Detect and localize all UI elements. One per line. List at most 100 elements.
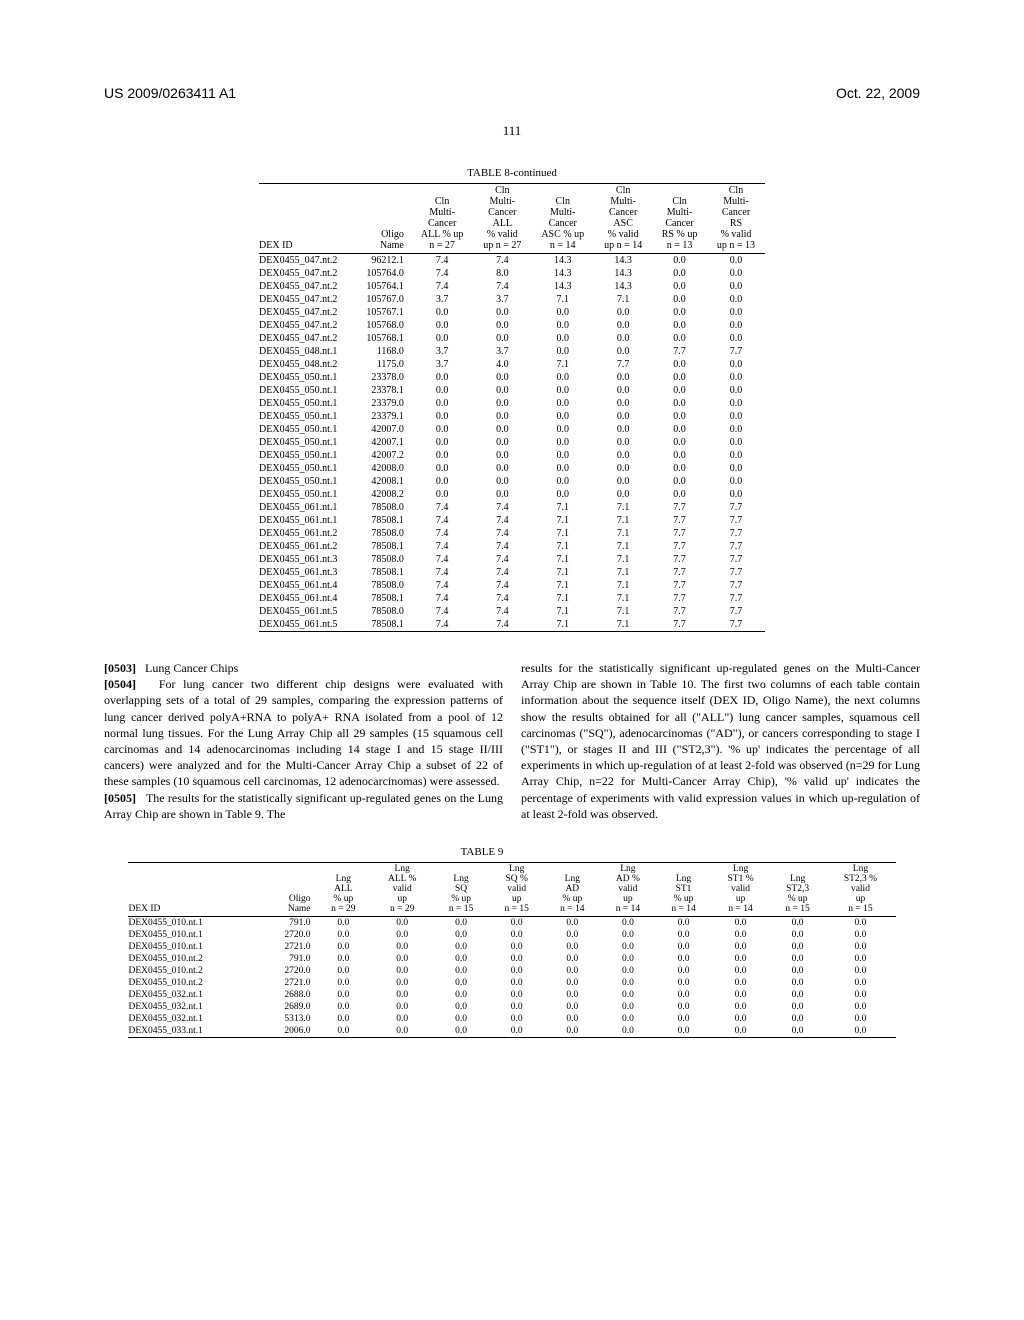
cell: 2006.0	[257, 1025, 315, 1038]
page-container: US 2009/0263411 A1 Oct. 22, 2009 111 TAB…	[0, 0, 1024, 1088]
cell: 7.1	[594, 566, 652, 579]
table-row: DEX0455_050.nt.123379.00.00.00.00.00.00.…	[259, 397, 765, 410]
table8-title: TABLE 8-continued	[104, 167, 920, 179]
cell: 0.0	[371, 1013, 433, 1025]
cell: 0.0	[707, 462, 765, 475]
cell: 0.0	[411, 462, 474, 475]
cell: DEX0455_050.nt.1	[259, 371, 354, 384]
cell: DEX0455_061.nt.5	[259, 605, 354, 618]
cell: 0.0	[594, 410, 652, 423]
cell: DEX0455_061.nt.1	[259, 501, 354, 514]
table-row: DEX0455_050.nt.123379.10.00.00.00.00.00.…	[259, 410, 765, 423]
cell: 96212.1	[354, 254, 411, 268]
cell: 42008.1	[354, 475, 411, 488]
cell: 0.0	[371, 965, 433, 977]
cell: 0.0	[473, 423, 531, 436]
cell: 0.0	[770, 953, 826, 965]
cell: 7.1	[531, 618, 594, 632]
cell: 0.0	[433, 965, 489, 977]
cell: 0.0	[600, 1013, 656, 1025]
col-header: ClnMulti-CancerRS% validup n = 13	[707, 184, 765, 254]
col-header: ClnMulti-CancerASC% validup n = 14	[594, 184, 652, 254]
cell: 0.0	[707, 423, 765, 436]
cell: 0.0	[489, 916, 545, 929]
cell: 78508.1	[354, 514, 411, 527]
cell: 0.0	[707, 332, 765, 345]
cell: 7.7	[652, 527, 707, 540]
cell: 0.0	[473, 384, 531, 397]
cell: 0.0	[371, 1001, 433, 1013]
cell: 0.0	[545, 941, 601, 953]
cell: 105764.0	[354, 267, 411, 280]
cell: DEX0455_010.nt.2	[128, 977, 257, 989]
cell: 7.4	[473, 514, 531, 527]
table-row: DEX0455_061.nt.278508.07.47.47.17.17.77.…	[259, 527, 765, 540]
table8: DEX IDOligoNameClnMulti-CancerALL % upn …	[259, 183, 765, 632]
cell: 0.0	[770, 1001, 826, 1013]
cell: 7.4	[473, 527, 531, 540]
cell: 0.0	[489, 1025, 545, 1038]
cell: 0.0	[825, 989, 895, 1001]
cell: 78508.0	[354, 579, 411, 592]
cell: 0.0	[656, 916, 712, 929]
cell: 0.0	[489, 1001, 545, 1013]
cell: 23379.0	[354, 397, 411, 410]
table-row: DEX0455_047.nt.2105767.03.73.77.17.10.00…	[259, 293, 765, 306]
cell: 0.0	[594, 436, 652, 449]
cell: 0.0	[433, 953, 489, 965]
cell: 7.1	[531, 527, 594, 540]
cell: 0.0	[594, 397, 652, 410]
cell: 0.0	[600, 965, 656, 977]
cell: 23378.1	[354, 384, 411, 397]
cell: DEX0455_010.nt.1	[128, 929, 257, 941]
cell: 7.7	[652, 540, 707, 553]
cell: 0.0	[411, 410, 474, 423]
cell: DEX0455_061.nt.5	[259, 618, 354, 632]
cell: 0.0	[825, 977, 895, 989]
cell: DEX0455_047.nt.2	[259, 306, 354, 319]
cell: 0.0	[656, 929, 712, 941]
cell: 2688.0	[257, 989, 315, 1001]
cell: DEX0455_048.nt.1	[259, 345, 354, 358]
cell: 7.4	[411, 579, 474, 592]
cell: 2689.0	[257, 1001, 315, 1013]
col-header: ClnMulti-CancerALL% validup n = 27	[473, 184, 531, 254]
cell: 0.0	[707, 280, 765, 293]
cell: 42007.0	[354, 423, 411, 436]
cell: 7.7	[707, 592, 765, 605]
table-row: DEX0455_047.nt.2105764.07.48.014.314.30.…	[259, 267, 765, 280]
cell: 7.1	[594, 618, 652, 632]
cell: 0.0	[707, 254, 765, 268]
table-row: DEX0455_061.nt.178508.17.47.47.17.17.77.…	[259, 514, 765, 527]
cell: 0.0	[825, 1013, 895, 1025]
table-row: DEX0455_047.nt.296212.17.47.414.314.30.0…	[259, 254, 765, 268]
cell: 0.0	[473, 462, 531, 475]
cell: 0.0	[545, 1025, 601, 1038]
cell: 0.0	[652, 306, 707, 319]
cell: 0.0	[652, 488, 707, 501]
col-header: LngST2,3 %validupn = 15	[825, 862, 895, 916]
cell: 0.0	[316, 1001, 372, 1013]
cell: 0.0	[531, 371, 594, 384]
table-row: DEX0455_061.nt.478508.07.47.47.17.17.77.…	[259, 579, 765, 592]
cell: 0.0	[371, 1025, 433, 1038]
cell: 2721.0	[257, 941, 315, 953]
cell: 7.4	[411, 540, 474, 553]
col-header: OligoName	[354, 184, 411, 254]
cell: 7.4	[473, 540, 531, 553]
cell: 0.0	[594, 449, 652, 462]
cell: 0.0	[656, 965, 712, 977]
cell: 0.0	[489, 965, 545, 977]
cell: 7.7	[652, 605, 707, 618]
cell: 7.4	[411, 566, 474, 579]
cell: 7.1	[594, 553, 652, 566]
cell: 0.0	[316, 977, 372, 989]
cell: 7.4	[411, 514, 474, 527]
col-header: LngALL %validupn = 29	[371, 862, 433, 916]
cell: 0.0	[316, 965, 372, 977]
para-text: The results for the statistically signif…	[104, 791, 503, 821]
cell: 0.0	[600, 1025, 656, 1038]
cell: 7.1	[594, 605, 652, 618]
cell: 0.0	[489, 989, 545, 1001]
table-row: DEX0455_032.nt.12688.00.00.00.00.00.00.0…	[128, 989, 895, 1001]
